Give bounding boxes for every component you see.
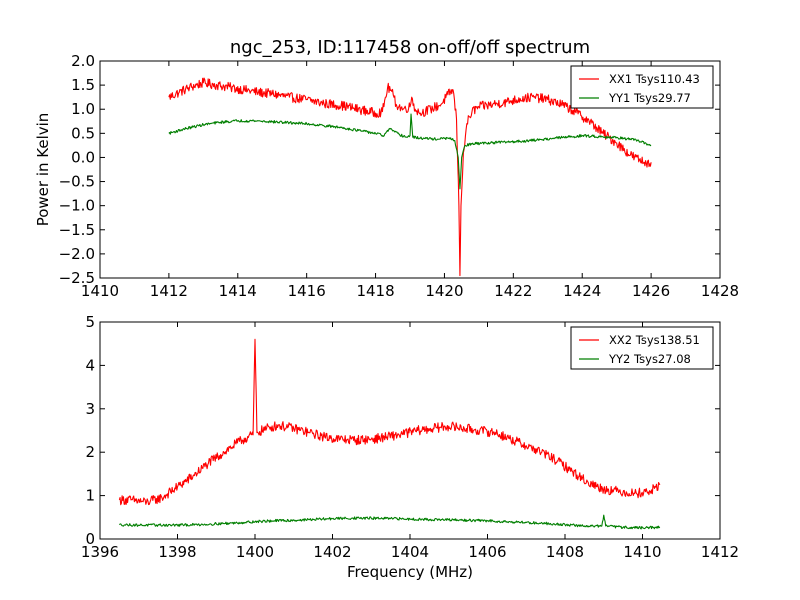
y-tick-label: 0.0 <box>71 148 95 166</box>
x-tick-label: 1398 <box>158 543 196 561</box>
series-line-xx2 <box>118 338 661 506</box>
legend: XX1 Tsys110.43 YY1 Tsys29.77 <box>570 65 714 109</box>
y-tick-label: −2.5 <box>59 269 95 287</box>
legend-label: YY2 Tsys27.08 <box>608 352 691 366</box>
legend-box <box>570 326 714 370</box>
legend-label: XX2 Tsys138.51 <box>609 333 700 347</box>
x-tick-label: 1404 <box>391 543 429 561</box>
x-tick-label: 1396 <box>81 543 119 561</box>
x-tick-label: 1410 <box>623 543 661 561</box>
top-subplot: 1410 1412 1414 1416 1418 1420 1422 1424 1426 1428… <box>34 52 739 300</box>
x-axis-title: Frequency (MHz) <box>347 563 473 581</box>
y-tick-label: 0 <box>85 530 95 548</box>
legend-label: XX1 Tsys110.43 <box>609 72 700 86</box>
series-line-yy1 <box>168 113 652 190</box>
y-tick-label: 0.5 <box>71 124 95 142</box>
legend-label: YY1 Tsys29.77 <box>608 91 691 105</box>
legend-box <box>570 65 714 109</box>
axes-frame <box>99 60 721 279</box>
y-axis-title: Power in Kelvin <box>34 113 52 227</box>
x-tick-label: 1406 <box>468 543 506 561</box>
legend: XX2 Tsys138.51 YY2 Tsys27.08 <box>570 326 714 370</box>
y-tick-label: 2 <box>85 443 95 461</box>
y-tick-label: 3 <box>85 400 95 418</box>
x-tick-label: 1422 <box>494 282 532 300</box>
y-tick-label: 2.0 <box>71 52 95 70</box>
y-tick-label: −1.0 <box>59 197 95 215</box>
x-tick-label: 1402 <box>313 543 351 561</box>
x-tick-label: 1426 <box>632 282 670 300</box>
x-tick-label: 1416 <box>288 282 326 300</box>
x-tick-label: 1428 <box>701 282 739 300</box>
x-tick-label: 1420 <box>425 282 463 300</box>
x-tick-label: 1412 <box>701 543 739 561</box>
x-tick-label: 1424 <box>563 282 601 300</box>
y-tick-label: 4 <box>85 356 95 374</box>
x-tick-label: 1400 <box>236 543 274 561</box>
y-tick-label: −0.5 <box>59 173 95 191</box>
series-line-xx1 <box>168 77 652 277</box>
chart-title: ngc_253, ID:117458 on-off/off spectrum <box>230 37 590 58</box>
x-tick-label: 1408 <box>546 543 584 561</box>
y-tick-label: 1.5 <box>71 76 95 94</box>
x-tick-label: 1412 <box>150 282 188 300</box>
y-tick-label: 1 <box>85 487 95 505</box>
x-tick-label: 1410 <box>81 282 119 300</box>
bottom-subplot: 1396 1398 1400 1402 1404 1406 1408 1410 1412 0 1 2 3… <box>81 313 739 581</box>
series-line-yy2 <box>118 514 661 530</box>
x-tick-label: 1414 <box>219 282 257 300</box>
y-tick-label: 5 <box>85 313 95 331</box>
x-tick-label: 1418 <box>356 282 394 300</box>
y-tick-label: −2.0 <box>59 245 95 263</box>
y-tick-label: 1.0 <box>71 100 95 118</box>
y-tick-label: −1.5 <box>59 221 95 239</box>
